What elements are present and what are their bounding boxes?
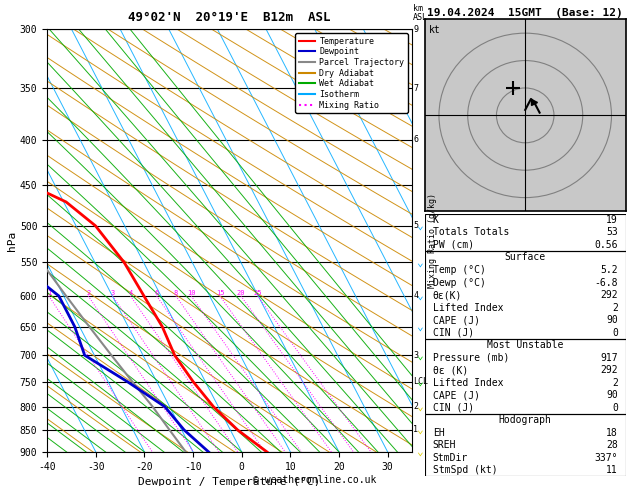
- Text: 90: 90: [606, 315, 618, 325]
- Text: 2: 2: [413, 402, 418, 411]
- Text: 5.2: 5.2: [600, 265, 618, 275]
- Text: 25: 25: [253, 290, 262, 296]
- Text: ⌄: ⌄: [416, 401, 423, 412]
- Text: 292: 292: [600, 365, 618, 375]
- Text: km
ASL: km ASL: [413, 4, 428, 22]
- Text: CAPE (J): CAPE (J): [433, 390, 480, 400]
- Bar: [425, 214, 626, 251]
- Text: 18: 18: [606, 428, 618, 437]
- Bar: [425, 414, 626, 476]
- Text: 90: 90: [606, 390, 618, 400]
- Text: PW (cm): PW (cm): [433, 240, 474, 250]
- Text: 19.04.2024  15GMT  (Base: 12): 19.04.2024 15GMT (Base: 12): [427, 8, 623, 18]
- Text: 15: 15: [216, 290, 224, 296]
- Text: θε (K): θε (K): [433, 365, 468, 375]
- Text: Surface: Surface: [504, 253, 546, 262]
- Text: K: K: [433, 215, 438, 225]
- Text: 0.56: 0.56: [594, 240, 618, 250]
- Text: 11: 11: [606, 465, 618, 475]
- Text: 2: 2: [612, 378, 618, 387]
- Text: SREH: SREH: [433, 440, 456, 450]
- Text: Most Unstable: Most Unstable: [487, 340, 564, 350]
- Text: 6: 6: [155, 290, 159, 296]
- Text: 3: 3: [413, 351, 418, 360]
- Text: 53: 53: [606, 227, 618, 238]
- Text: 28: 28: [606, 440, 618, 450]
- Text: CAPE (J): CAPE (J): [433, 315, 480, 325]
- Text: θε(K): θε(K): [433, 290, 462, 300]
- Text: 1: 1: [413, 425, 418, 434]
- Text: 20: 20: [237, 290, 245, 296]
- Text: Dewp (°C): Dewp (°C): [433, 278, 486, 288]
- Text: 6: 6: [413, 136, 418, 144]
- Text: ⌄: ⌄: [416, 258, 423, 267]
- Text: 7: 7: [413, 84, 418, 93]
- Text: 337°: 337°: [594, 452, 618, 463]
- Text: 0: 0: [612, 402, 618, 413]
- Text: CIN (J): CIN (J): [433, 402, 474, 413]
- Text: ⌄: ⌄: [416, 221, 423, 231]
- Text: 4: 4: [413, 292, 418, 300]
- Text: ⌄: ⌄: [416, 447, 423, 457]
- Text: 10: 10: [187, 290, 196, 296]
- Text: ⌄: ⌄: [416, 322, 423, 332]
- Bar: [425, 339, 626, 414]
- Text: Temp (°C): Temp (°C): [433, 265, 486, 275]
- Text: 3: 3: [111, 290, 114, 296]
- Text: CIN (J): CIN (J): [433, 328, 474, 337]
- X-axis label: Dewpoint / Temperature (°C): Dewpoint / Temperature (°C): [138, 477, 321, 486]
- Text: 49°02'N  20°19'E  B12m  ASL: 49°02'N 20°19'E B12m ASL: [128, 11, 331, 23]
- Text: StmDir: StmDir: [433, 452, 468, 463]
- Text: Totals Totals: Totals Totals: [433, 227, 509, 238]
- Text: StmSpd (kt): StmSpd (kt): [433, 465, 498, 475]
- Text: Mixing Ratio (g/kg): Mixing Ratio (g/kg): [428, 193, 437, 288]
- Text: 9: 9: [413, 25, 418, 34]
- Y-axis label: hPa: hPa: [7, 230, 17, 251]
- Text: 2: 2: [612, 302, 618, 312]
- Text: 4: 4: [128, 290, 133, 296]
- Text: -6.8: -6.8: [594, 278, 618, 288]
- Text: ⌄: ⌄: [416, 350, 423, 360]
- Text: 917: 917: [600, 352, 618, 363]
- Text: 2: 2: [86, 290, 91, 296]
- Text: Hodograph: Hodograph: [499, 415, 552, 425]
- Text: ⌄: ⌄: [416, 377, 423, 387]
- Text: ⌄: ⌄: [416, 425, 423, 435]
- Text: 8: 8: [174, 290, 178, 296]
- Text: 292: 292: [600, 290, 618, 300]
- Text: 1: 1: [47, 290, 51, 296]
- Text: Lifted Index: Lifted Index: [433, 302, 503, 312]
- Text: EH: EH: [433, 428, 444, 437]
- Text: LCL: LCL: [413, 377, 428, 386]
- Text: 5: 5: [413, 221, 418, 230]
- Text: Pressure (mb): Pressure (mb): [433, 352, 509, 363]
- Text: 19: 19: [606, 215, 618, 225]
- Text: © weatheronline.co.uk: © weatheronline.co.uk: [253, 475, 376, 485]
- Bar: [425, 251, 626, 339]
- Text: kt: kt: [428, 25, 440, 35]
- Text: ⌄: ⌄: [416, 291, 423, 301]
- Legend: Temperature, Dewpoint, Parcel Trajectory, Dry Adiabat, Wet Adiabat, Isotherm, Mi: Temperature, Dewpoint, Parcel Trajectory…: [296, 34, 408, 113]
- Text: Lifted Index: Lifted Index: [433, 378, 503, 387]
- Text: 0: 0: [612, 328, 618, 337]
